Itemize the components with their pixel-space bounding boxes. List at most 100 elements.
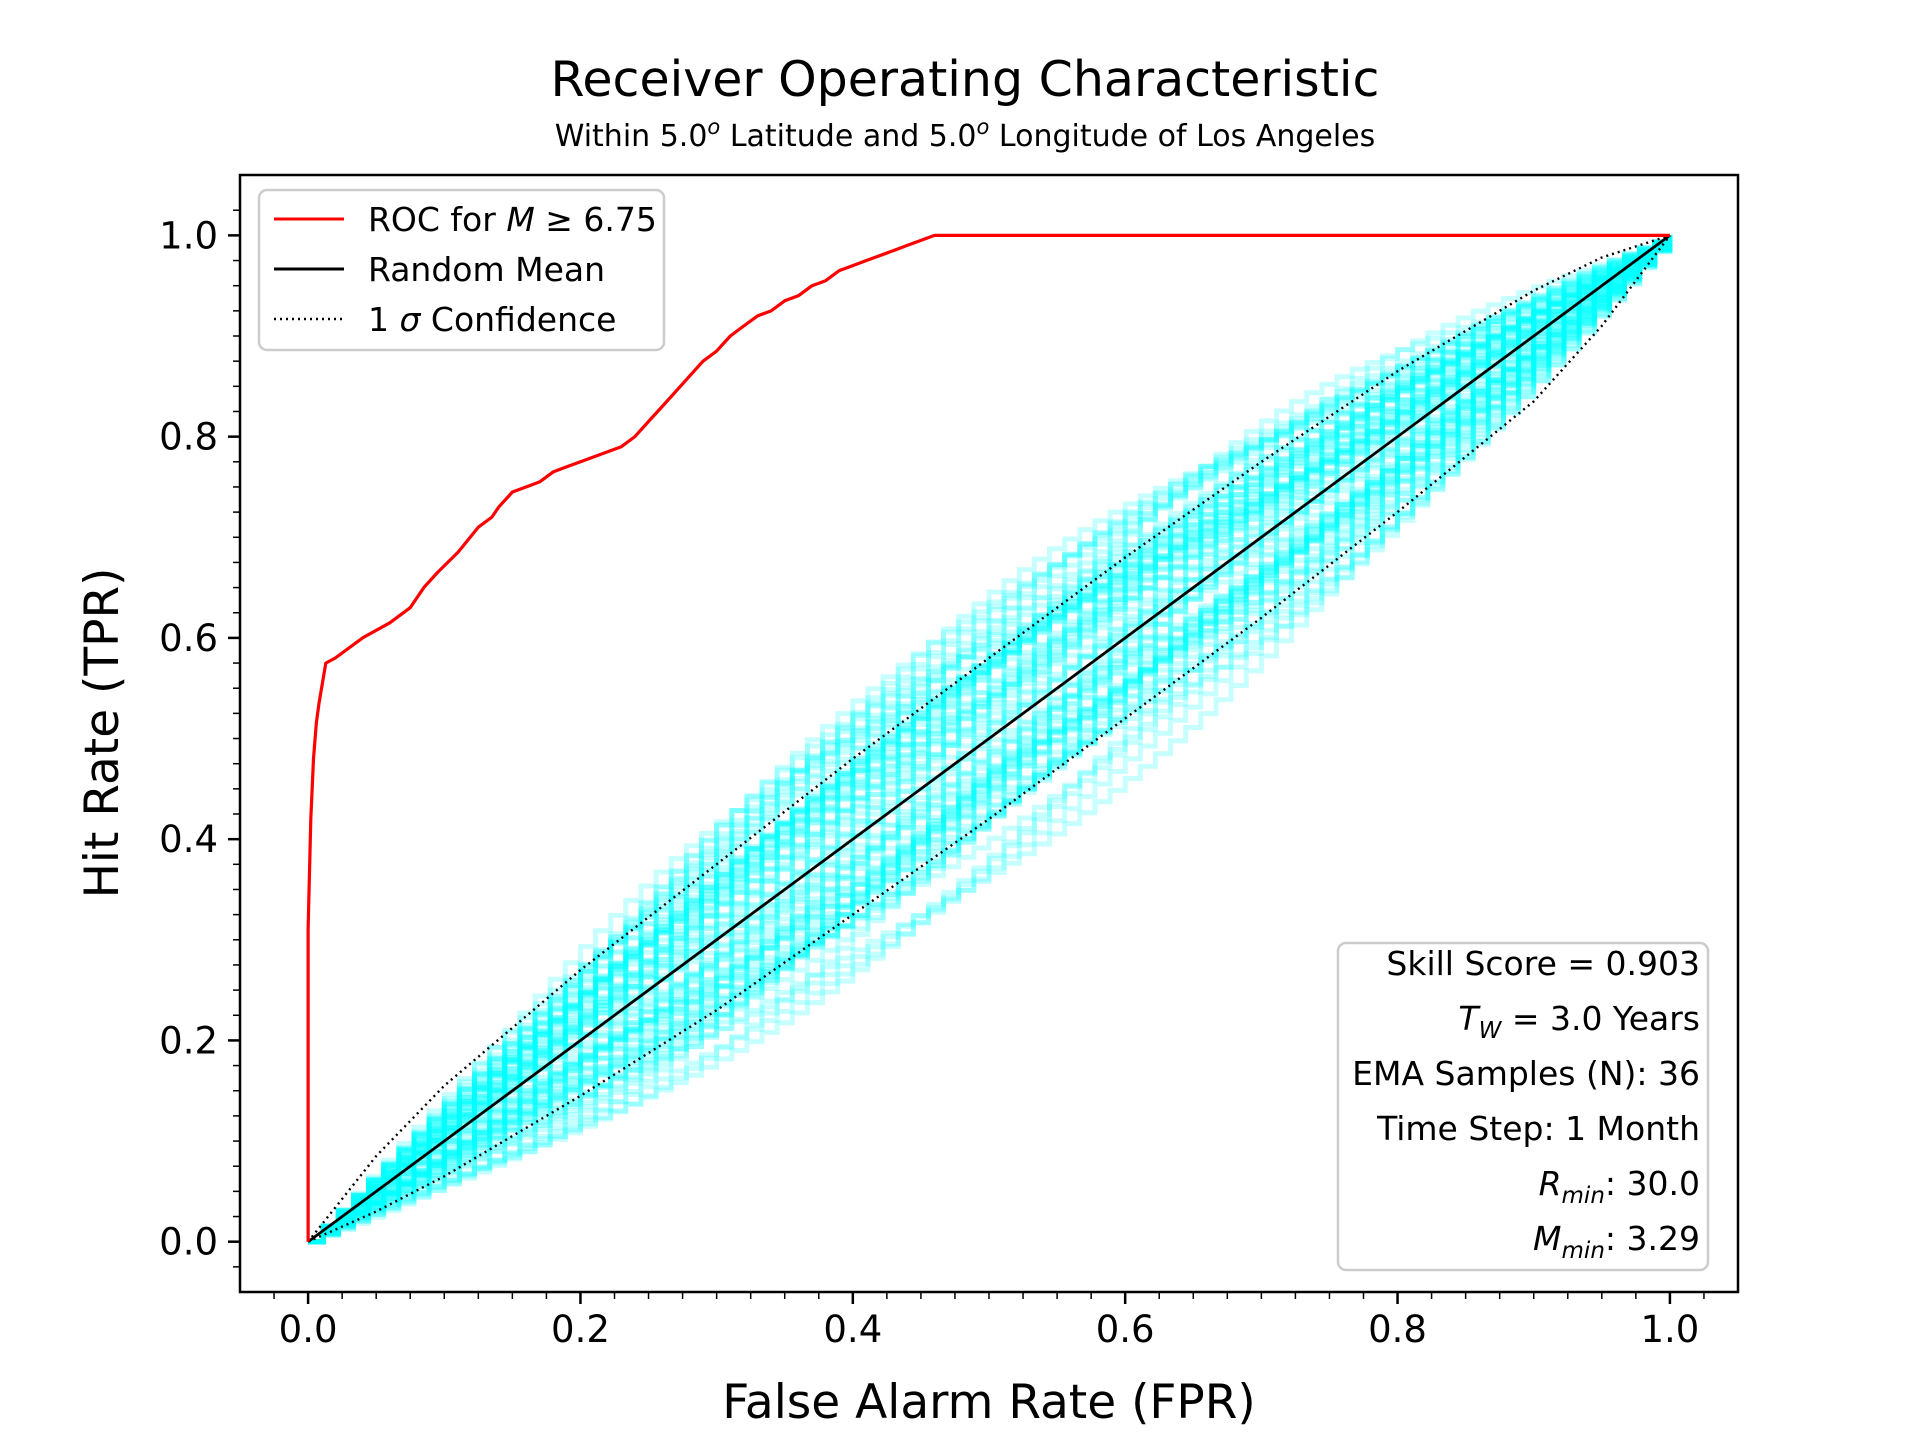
info-rmin: Rmin: 30.0 bbox=[1539, 1164, 1700, 1209]
legend-frame bbox=[257, 188, 666, 352]
y-tick-label: 0.8 bbox=[159, 416, 218, 459]
info-time-step: Time Step: 1 Month bbox=[1376, 1109, 1700, 1148]
ensemble-curve bbox=[308, 235, 1673, 1245]
ensemble-curve bbox=[308, 235, 1673, 1245]
ensemble-curve bbox=[308, 235, 1673, 1245]
confidence-lower-line bbox=[307, 234, 1671, 1243]
ensemble-curve bbox=[308, 235, 1673, 1245]
ensemble-curve bbox=[308, 235, 1673, 1245]
info-skill-score: Skill Score = 0.903 bbox=[1386, 944, 1700, 983]
ensemble-curve bbox=[308, 235, 1673, 1245]
ensemble-curve bbox=[308, 235, 1673, 1245]
ensemble-curve bbox=[308, 235, 1673, 1245]
ensemble-curve bbox=[308, 235, 1673, 1245]
ensemble-curve bbox=[308, 235, 1673, 1245]
ensemble-curve bbox=[308, 235, 1673, 1245]
ensemble-curve bbox=[308, 235, 1673, 1245]
info-box: Skill Score = 0.903 TW = 3.0 Years EMA S… bbox=[1336, 941, 1710, 1272]
info-mmin: Mmin: 3.29 bbox=[1533, 1219, 1700, 1264]
y-tick-label: 0.0 bbox=[159, 1221, 218, 1264]
ensemble-curve bbox=[308, 235, 1673, 1245]
ensemble-curve bbox=[308, 235, 1673, 1245]
y-tick-label: 0.6 bbox=[159, 617, 218, 660]
ensemble-curve bbox=[308, 235, 1673, 1245]
ensemble-curve bbox=[308, 235, 1673, 1245]
ensemble-curve bbox=[308, 235, 1673, 1245]
y-tick-label: 1.0 bbox=[159, 214, 218, 257]
ensemble-curve bbox=[308, 235, 1673, 1245]
ensemble-curve bbox=[308, 235, 1673, 1245]
info-time-window: TW = 3.0 Years bbox=[1458, 999, 1700, 1044]
legend-label-roc: ROC for M ≥ 6.75 bbox=[368, 200, 657, 239]
ensemble-curve bbox=[308, 235, 1673, 1245]
ensemble-curve bbox=[308, 235, 1673, 1245]
ensemble-curve bbox=[308, 235, 1673, 1245]
ensemble-curve bbox=[308, 235, 1673, 1245]
random-ensemble-curves bbox=[308, 235, 1673, 1245]
x-tick-label: 0.2 bbox=[551, 1308, 610, 1351]
legend-label-random-mean: Random Mean bbox=[368, 250, 605, 289]
x-tick-label: 0.0 bbox=[279, 1308, 338, 1351]
ensemble-curve bbox=[308, 235, 1673, 1245]
axis-ticks: 0.0 0.2 0.4 0.6 0.8 1.0 0.0 0.2 0.4 0.6 0.8 1.0 bbox=[159, 209, 1705, 1351]
ensemble-curve bbox=[308, 235, 1673, 1245]
ensemble-curve bbox=[308, 235, 1673, 1245]
ensemble-curve bbox=[308, 235, 1673, 1245]
ensemble-curve bbox=[308, 235, 1673, 1245]
y-axis-label: Hit Rate (TPR) bbox=[75, 568, 130, 899]
ensemble-curve bbox=[308, 235, 1673, 1245]
ensemble-curve bbox=[308, 235, 1673, 1245]
ensemble-curve bbox=[308, 235, 1673, 1245]
legend-label-confidence: 1 σ Confidence bbox=[368, 300, 616, 339]
ensemble-curve bbox=[308, 235, 1673, 1245]
x-tick-label: 0.6 bbox=[1096, 1308, 1155, 1351]
ensemble-curve bbox=[308, 235, 1673, 1245]
ensemble-curve bbox=[308, 235, 1673, 1245]
ensemble-curve bbox=[308, 235, 1673, 1245]
x-tick-label: 0.4 bbox=[823, 1308, 882, 1351]
ensemble-curve bbox=[308, 235, 1673, 1245]
ensemble-curve bbox=[308, 235, 1673, 1245]
ensemble-curve bbox=[308, 235, 1673, 1245]
ensemble-curve bbox=[308, 235, 1673, 1245]
ensemble-curve bbox=[308, 235, 1673, 1245]
confidence-upper-line bbox=[307, 234, 1671, 1243]
ensemble-curve bbox=[308, 235, 1673, 1245]
x-tick-label: 0.8 bbox=[1368, 1308, 1427, 1351]
ensemble-curve bbox=[308, 235, 1673, 1245]
ensemble-curve bbox=[308, 235, 1673, 1245]
series-layer bbox=[306, 233, 1671, 1243]
x-axis-label: False Alarm Rate (FPR) bbox=[722, 1375, 1256, 1430]
chart-subtitle: Within 5.0o Latitude and 5.0o Longitude … bbox=[555, 115, 1376, 154]
ensemble-curve bbox=[308, 235, 1673, 1245]
roc-curve bbox=[306, 233, 1670, 1242]
random-mean-line bbox=[307, 234, 1671, 1243]
ensemble-curve bbox=[308, 235, 1673, 1245]
y-tick-label: 0.4 bbox=[159, 818, 218, 861]
ensemble-curve bbox=[308, 235, 1673, 1245]
ensemble-curve bbox=[308, 235, 1673, 1245]
ensemble-curve bbox=[308, 235, 1673, 1245]
ensemble-curve bbox=[308, 235, 1673, 1245]
ensemble-curve bbox=[308, 235, 1673, 1245]
ensemble-curve bbox=[308, 235, 1673, 1245]
ensemble-curve bbox=[308, 235, 1673, 1245]
ensemble-curve bbox=[308, 235, 1673, 1245]
ensemble-curve bbox=[308, 235, 1673, 1245]
ensemble-curve bbox=[308, 235, 1673, 1245]
ensemble-curve bbox=[308, 235, 1673, 1245]
ensemble-curve bbox=[308, 235, 1673, 1245]
ensemble-curve bbox=[308, 235, 1673, 1245]
ensemble-curve bbox=[308, 235, 1673, 1245]
legend: ROC for M ≥ 6.75 Random Mean 1 σ Confide… bbox=[257, 188, 666, 352]
x-tick-label: 1.0 bbox=[1640, 1308, 1699, 1351]
ensemble-curve bbox=[308, 235, 1673, 1245]
y-tick-label: 0.2 bbox=[159, 1019, 218, 1062]
ensemble-curve bbox=[308, 235, 1673, 1245]
ensemble-curve bbox=[308, 235, 1673, 1245]
ensemble-curve bbox=[308, 235, 1673, 1245]
ensemble-curve bbox=[308, 235, 1673, 1245]
ensemble-curve bbox=[308, 235, 1673, 1245]
ensemble-curve bbox=[308, 235, 1673, 1245]
